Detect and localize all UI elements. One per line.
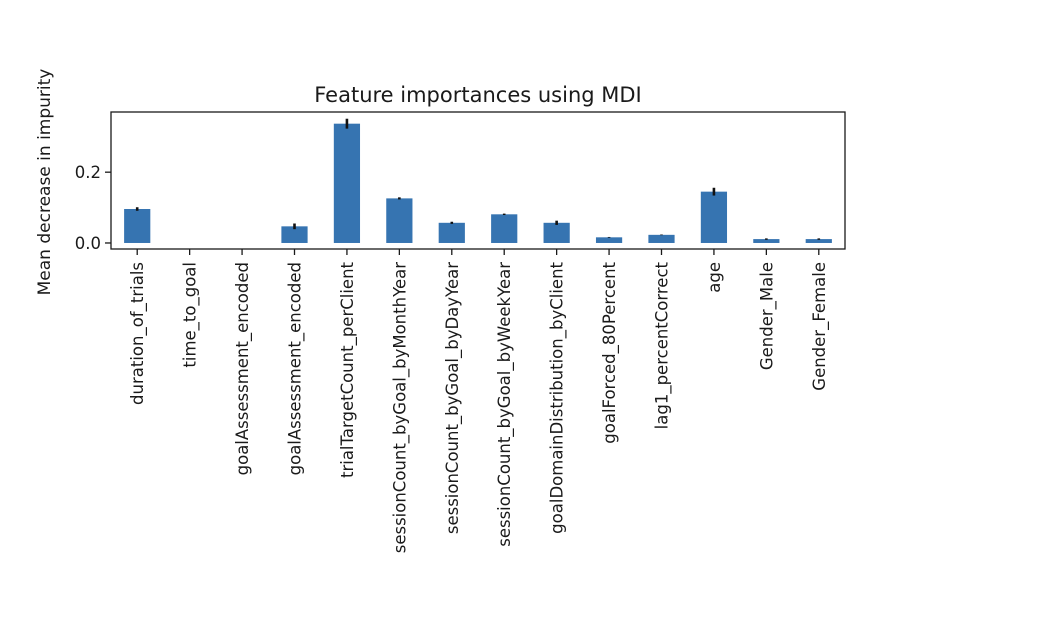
x-tick-label-13: Gender_Female bbox=[810, 262, 830, 391]
x-tick-label-6: sessionCount_byGoal_byDayYear bbox=[443, 262, 463, 534]
x-tick-label-1: time_to_goal bbox=[181, 262, 201, 368]
bar-12 bbox=[753, 239, 780, 243]
x-tick-label-9: goalForced_80Percent bbox=[600, 261, 620, 443]
bar-6 bbox=[438, 222, 465, 243]
x-tick-label-2: goalAssessment_encoded bbox=[233, 262, 253, 475]
chart-title: Feature importances using MDI bbox=[314, 83, 642, 107]
x-tick-label-0: duration_of_trials bbox=[128, 262, 148, 405]
bar-10 bbox=[648, 234, 675, 243]
bar-11 bbox=[700, 191, 728, 243]
x-tick-label-10: lag1_percentCorrect bbox=[653, 261, 673, 429]
bars bbox=[124, 123, 832, 243]
bar-3 bbox=[281, 226, 308, 243]
error-bars bbox=[135, 118, 821, 240]
bar-4 bbox=[333, 123, 361, 243]
x-tick-label-11: age bbox=[705, 262, 724, 293]
x-tick-label-7: sessionCount_byGoal_byWeekYear bbox=[495, 262, 515, 547]
y-ticks: 0.0 0.2 bbox=[75, 163, 111, 253]
y-tick-label-0: 0.0 bbox=[75, 234, 101, 253]
x-tick-label-12: Gender_Male bbox=[757, 262, 777, 370]
x-tick-label-5: sessionCount_byGoal_byMonthYear bbox=[390, 262, 410, 553]
axes-frame bbox=[110, 111, 846, 250]
bar-9 bbox=[595, 237, 623, 243]
x-tick-label-3: goalAssessment_encoded bbox=[286, 262, 306, 475]
bar-13 bbox=[805, 239, 832, 243]
y-tick-label-1: 0.2 bbox=[75, 163, 101, 182]
bar-0 bbox=[124, 209, 151, 243]
x-tick-label-4: trialTargetCount_perClient bbox=[338, 261, 358, 478]
x-ticks: duration_of_trials time_to_goal goalAssess… bbox=[128, 249, 830, 553]
bar-7 bbox=[491, 214, 518, 243]
bar-5 bbox=[386, 198, 413, 243]
y-axis-label: Mean decrease in impurity bbox=[35, 69, 55, 296]
bar-8 bbox=[543, 222, 570, 243]
x-tick-label-8: goalDomainDistribution_byClient bbox=[548, 261, 568, 533]
